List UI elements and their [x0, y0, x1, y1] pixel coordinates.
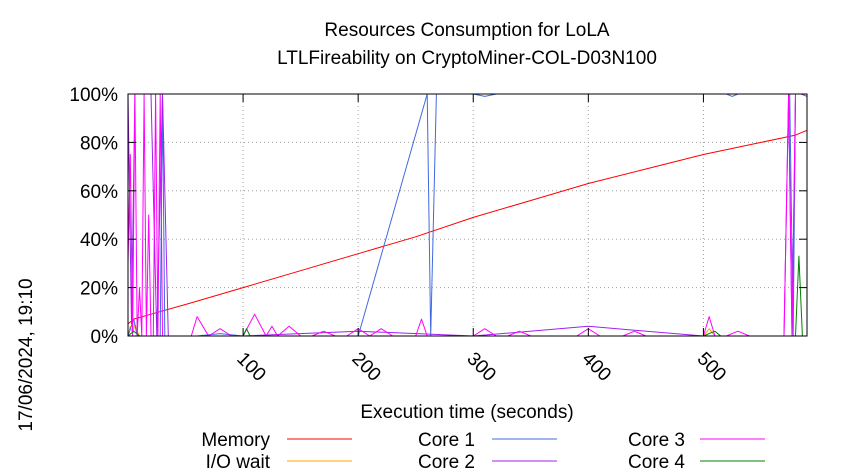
series-line-core-1	[127, 93, 807, 337]
x-axis-label: Execution time (seconds)	[360, 402, 573, 423]
legend-label-i-o-wait: I/O wait	[206, 452, 271, 473]
chart-subtitle: LTLFireability on CryptoMiner-COL-D03N10…	[277, 48, 657, 69]
x-tick-label: 400	[578, 348, 615, 385]
series-line-core-4	[127, 255, 807, 337]
y-tick-label: 100%	[69, 85, 118, 106]
x-tick-label: 200	[347, 348, 384, 385]
x-tick-label: 500	[693, 348, 730, 385]
y-tick-label: 40%	[80, 230, 118, 251]
series-group	[127, 93, 808, 337]
y-tick-label: 0%	[91, 327, 119, 348]
grid	[128, 94, 807, 336]
legend-label-core-1: Core 1	[418, 430, 475, 451]
legend-label-memory: Memory	[201, 430, 270, 451]
series-line-core-3	[127, 93, 807, 337]
x-tick-label: 100	[232, 348, 269, 385]
y-tick-label: 20%	[80, 279, 118, 300]
legend-label-core-2: Core 2	[418, 452, 475, 473]
y-tick-label: 60%	[80, 182, 118, 203]
y-axis: 0% 20% 40% 60% 80% 100%	[69, 85, 807, 348]
timestamp-label: 17/06/2024, 19:10	[16, 278, 37, 431]
legend-label-core-3: Core 3	[628, 430, 685, 451]
chart-title: Resources Consumption for LoLA	[324, 20, 609, 41]
series-line-core-2	[127, 93, 808, 337]
plot-area	[127, 93, 808, 337]
x-tick-label: 300	[463, 348, 500, 385]
x-axis: 100 200 300 400 500	[232, 94, 730, 386]
y-tick-label: 80%	[80, 133, 118, 154]
legend-label-core-4: Core 4	[628, 452, 685, 473]
series-line-memory	[127, 129, 808, 325]
